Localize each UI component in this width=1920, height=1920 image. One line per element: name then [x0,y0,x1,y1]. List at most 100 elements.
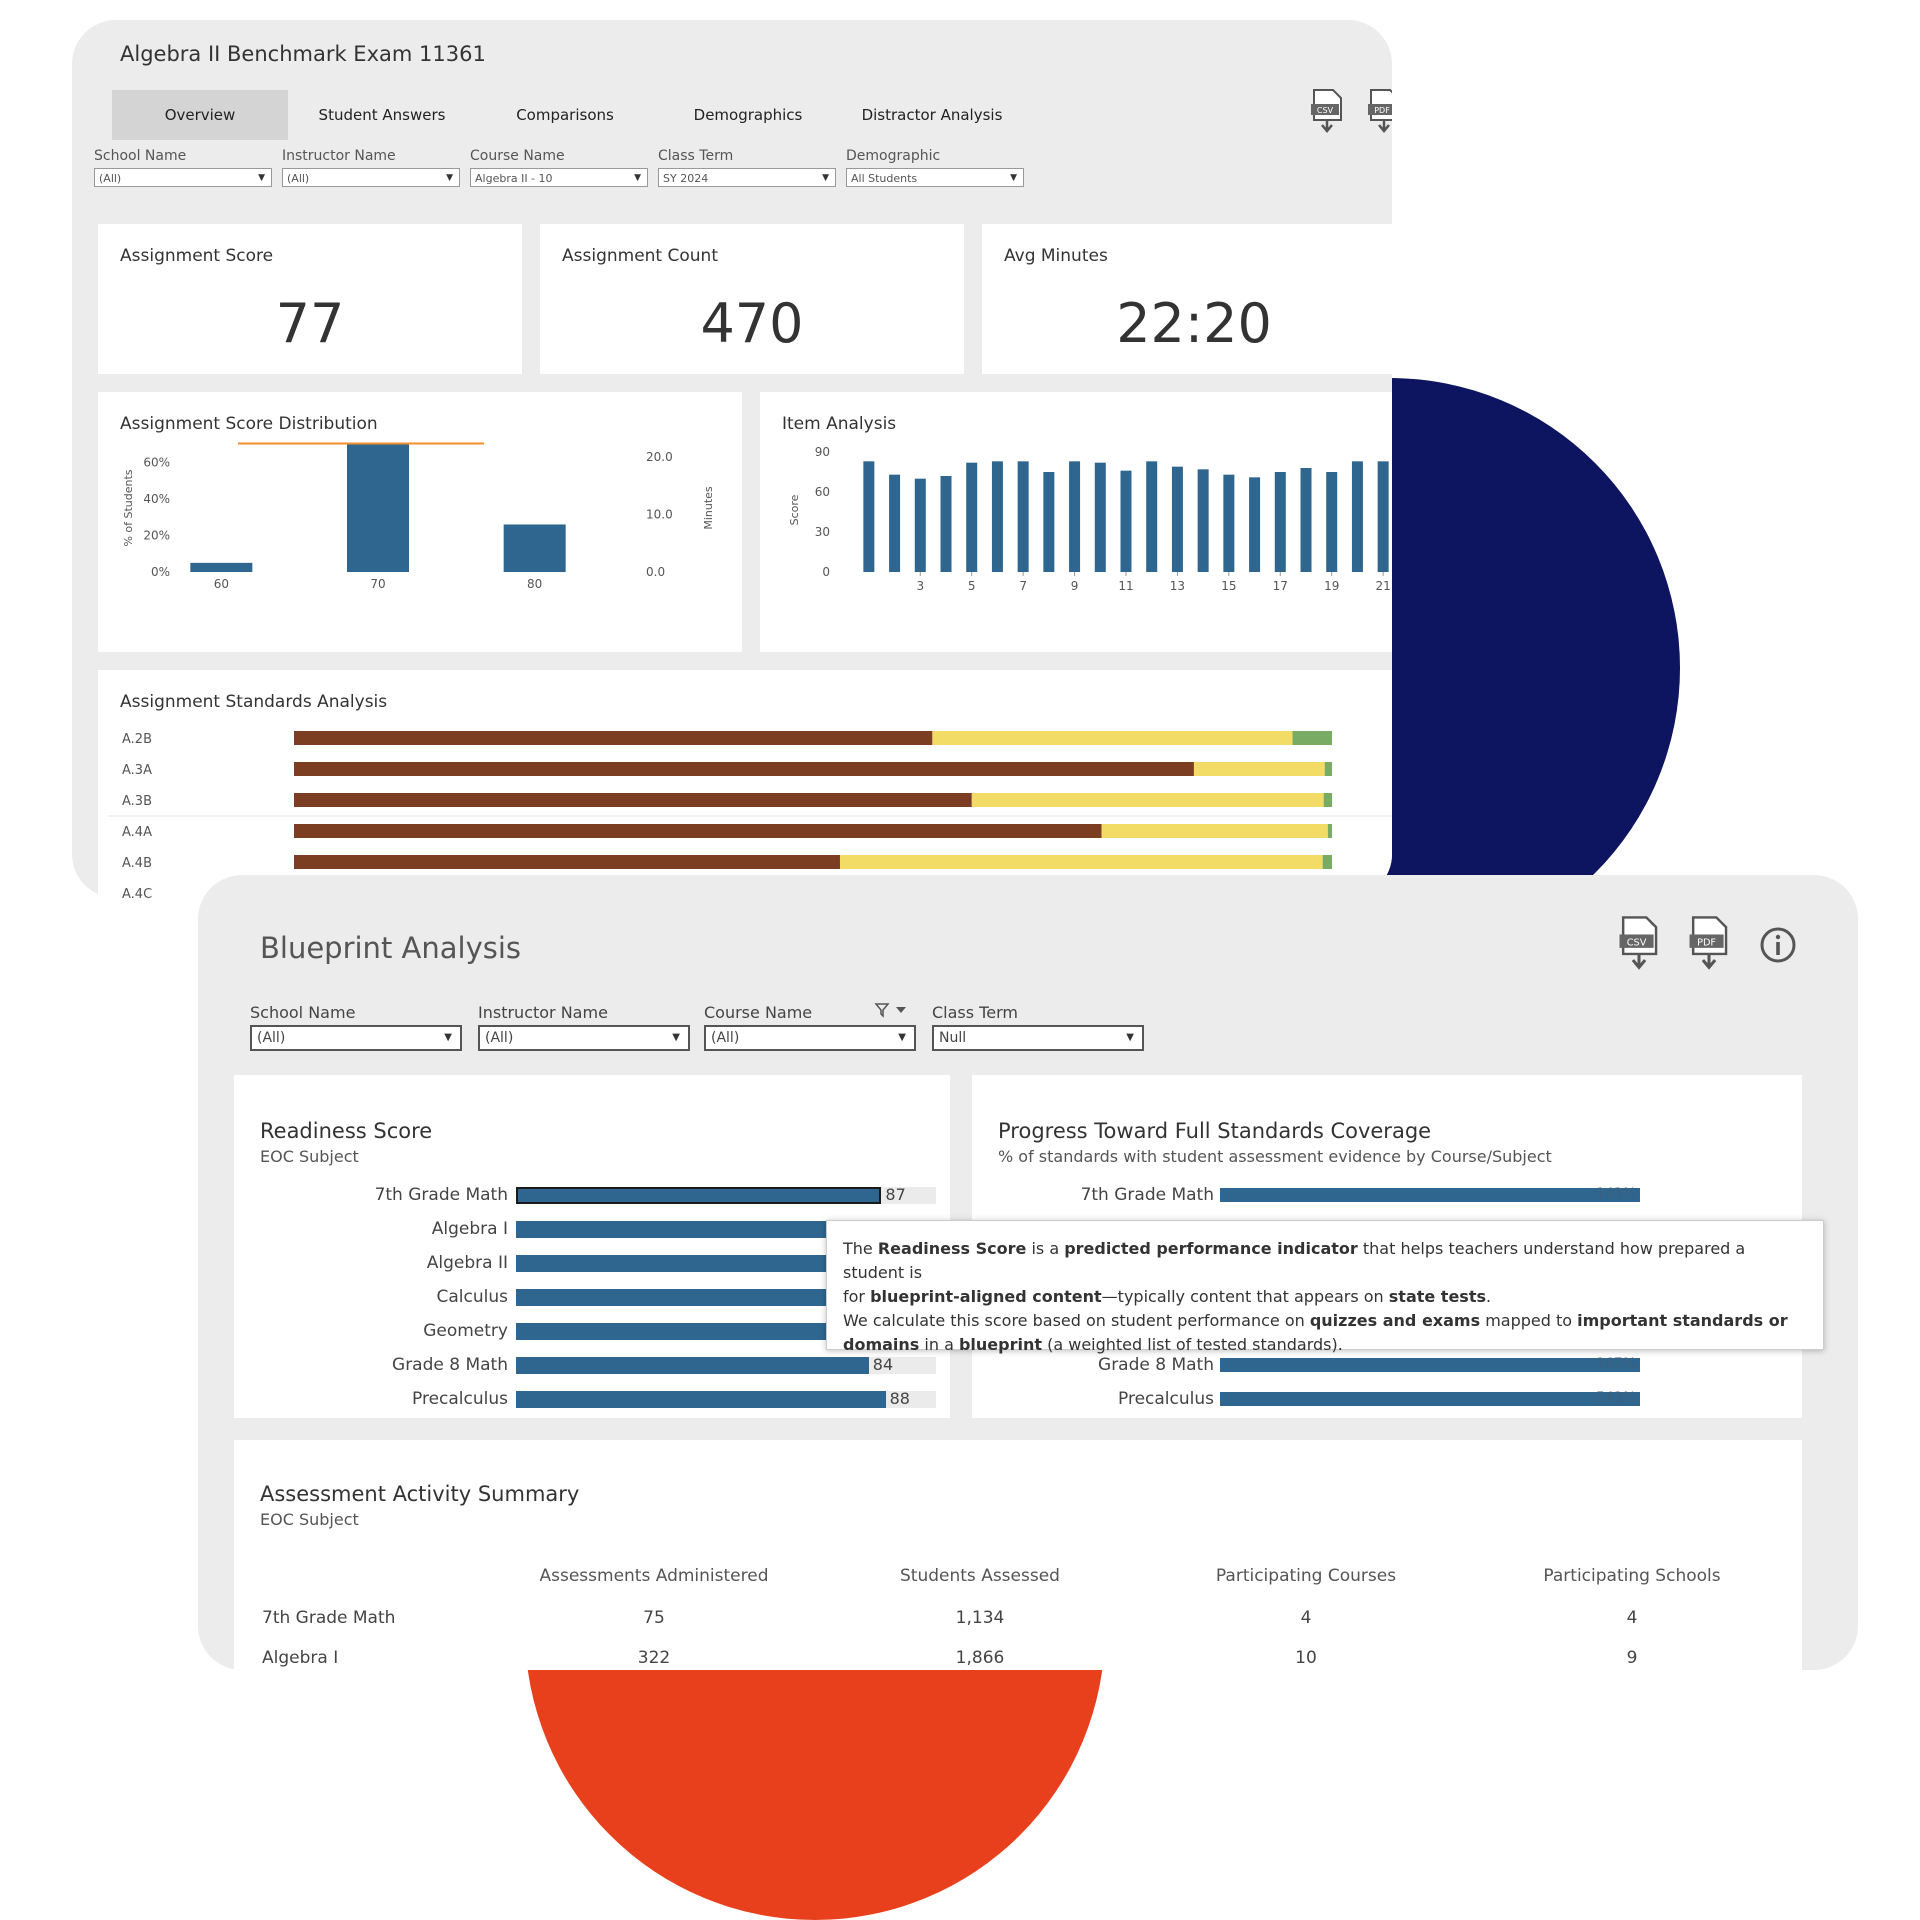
chart-title: Progress Toward Full Standards Coverage [998,1119,1432,1143]
school-name-select[interactable]: (All) ▼ [94,168,272,187]
x-tick-label: 70 [370,577,385,591]
table-title: Assessment Activity Summary [260,1482,580,1506]
y-axis-label: Score [788,494,801,525]
class-term-select[interactable]: SY 2024 ▼ [658,168,836,187]
bar-value-label: 84 [872,1355,894,1374]
x-tick-label: 19 [1324,579,1339,593]
select-value: Null [939,1030,967,1046]
row-label: Grade 8 Math [392,1355,508,1375]
kpi-label: Assignment Score [120,246,274,266]
tab-student-answers[interactable]: Student Answers [318,106,446,124]
course-name-select[interactable]: (All) ▼ [704,1025,916,1051]
tooltip-line: We calculate this score based on student… [843,1311,1788,1330]
bar[interactable] [1220,1392,1640,1406]
dropdown-arrow-icon: ▼ [1010,173,1017,183]
stacked-bar-segment [1292,731,1332,745]
filter-funnel-icon[interactable] [874,1001,910,1019]
row-label: Precalculus [412,1389,508,1409]
dropdown-arrow-icon: ▼ [1126,1032,1134,1043]
pdf-download-icon[interactable]: PDF [1688,915,1730,971]
kpi-value: 77 [275,292,345,355]
table-cell: 322 [637,1648,671,1668]
column-header: Participating Courses [1215,1566,1397,1586]
kpi-label: Assignment Count [562,246,718,266]
y-tick-label: 90 [815,445,830,459]
bar [1094,462,1106,572]
csv-download-icon[interactable]: CSV [1618,915,1660,971]
standard-label: A.3A [122,763,152,778]
kpi-value: 470 [700,292,804,355]
x-tick-label: 7 [1019,579,1027,593]
dropdown-arrow-icon: ▼ [634,173,641,183]
tab-comparisons[interactable]: Comparisons [516,106,614,124]
bar[interactable] [516,1289,869,1306]
standards-analysis-card: Assignment Standards Analysis A.2B A.3A A.… [98,670,1392,898]
bar [1249,477,1261,572]
stacked-bar-segment [971,793,1324,807]
stacked-bar-segment [294,793,972,807]
row-label: Algebra I [262,1648,339,1668]
x-tick-label: 80 [527,577,542,591]
bar[interactable] [516,1391,886,1408]
school-name-select[interactable]: (All) ▼ [250,1025,462,1051]
bar[interactable] [516,1357,869,1374]
chart-title: Item Analysis [782,414,897,434]
chart-subtitle: % of standards with student assessment e… [998,1147,1552,1166]
table-subtitle: EOC Subject [260,1510,359,1529]
tab-demographics[interactable]: Demographics [693,106,803,124]
y-tick-label: 0 [822,565,830,579]
pdf-download-icon[interactable]: PDF [1367,88,1392,134]
demographic-select[interactable]: All Students ▼ [846,168,1024,187]
filter-label-demographic: Demographic [846,148,941,164]
kpi-label: Avg Minutes [1004,246,1108,266]
course-name-select[interactable]: Algebra II - 10 ▼ [470,168,648,187]
page-title: Blueprint Analysis [260,931,522,965]
blueprint-dashboard-window: Blueprint Analysis CSV PDF School Name (… [198,875,1858,1670]
tab-overview[interactable]: Overview [112,90,288,140]
filter-label-instructor: Instructor Name [282,148,396,164]
dropdown-arrow-icon: ▼ [444,1032,452,1043]
bar[interactable] [516,1255,878,1272]
stacked-bar-segment [1101,824,1328,838]
dropdown-arrow-icon: ▼ [258,173,265,183]
row-label: Algebra I [431,1219,508,1239]
class-term-select[interactable]: Null ▼ [932,1025,1144,1051]
row-label: 7th Grade Math [1080,1185,1214,1205]
y2-axis-label: Minutes [702,486,715,530]
y2-tick-label: 0.0 [646,565,665,579]
table-cell: 4 [1626,1608,1638,1628]
x-tick-label: 13 [1170,579,1185,593]
bar[interactable] [516,1323,878,1340]
tab-distractor-analysis[interactable]: Distractor Analysis [861,106,1003,124]
select-value: All Students [851,172,918,185]
bar [1120,470,1132,572]
tooltip-line: domains in a blueprint (a weighted list … [843,1335,1343,1354]
bar [1069,461,1081,572]
filter-label-course: Course Name [704,1003,813,1022]
stacked-bar-segment [1327,824,1332,838]
bar[interactable] [516,1187,882,1204]
y-tick-label: 60 [815,485,830,499]
x-tick-label: 15 [1221,579,1236,593]
bar[interactable] [1220,1358,1640,1372]
select-value: (All) [287,172,310,185]
info-icon[interactable] [1758,925,1798,965]
chart-title: Assignment Standards Analysis [120,692,388,712]
svg-text:CSV: CSV [1317,106,1334,115]
bar [940,476,952,572]
bar[interactable] [516,1221,873,1238]
bar-value-label: 167% [1595,1356,1636,1372]
stacked-bar-segment [1193,762,1325,776]
bar-value-label: 88 [889,1389,910,1408]
instructor-name-select[interactable]: (All) ▼ [282,168,460,187]
bar[interactable] [1220,1188,1640,1202]
csv-download-icon[interactable]: CSV [1310,88,1344,134]
page-title: Algebra II Benchmark Exam 11361 [120,42,486,66]
readiness-score-tooltip: The Readiness Score is a predicted perfo… [826,1220,1824,1354]
filter-label-course: Course Name [470,148,565,164]
select-value: (All) [711,1030,740,1046]
instructor-name-select[interactable]: (All) ▼ [478,1025,690,1051]
dropdown-arrow-icon: ▼ [672,1032,680,1043]
table-cell: 4 [1300,1608,1312,1628]
x-tick-label: 3 [916,579,924,593]
